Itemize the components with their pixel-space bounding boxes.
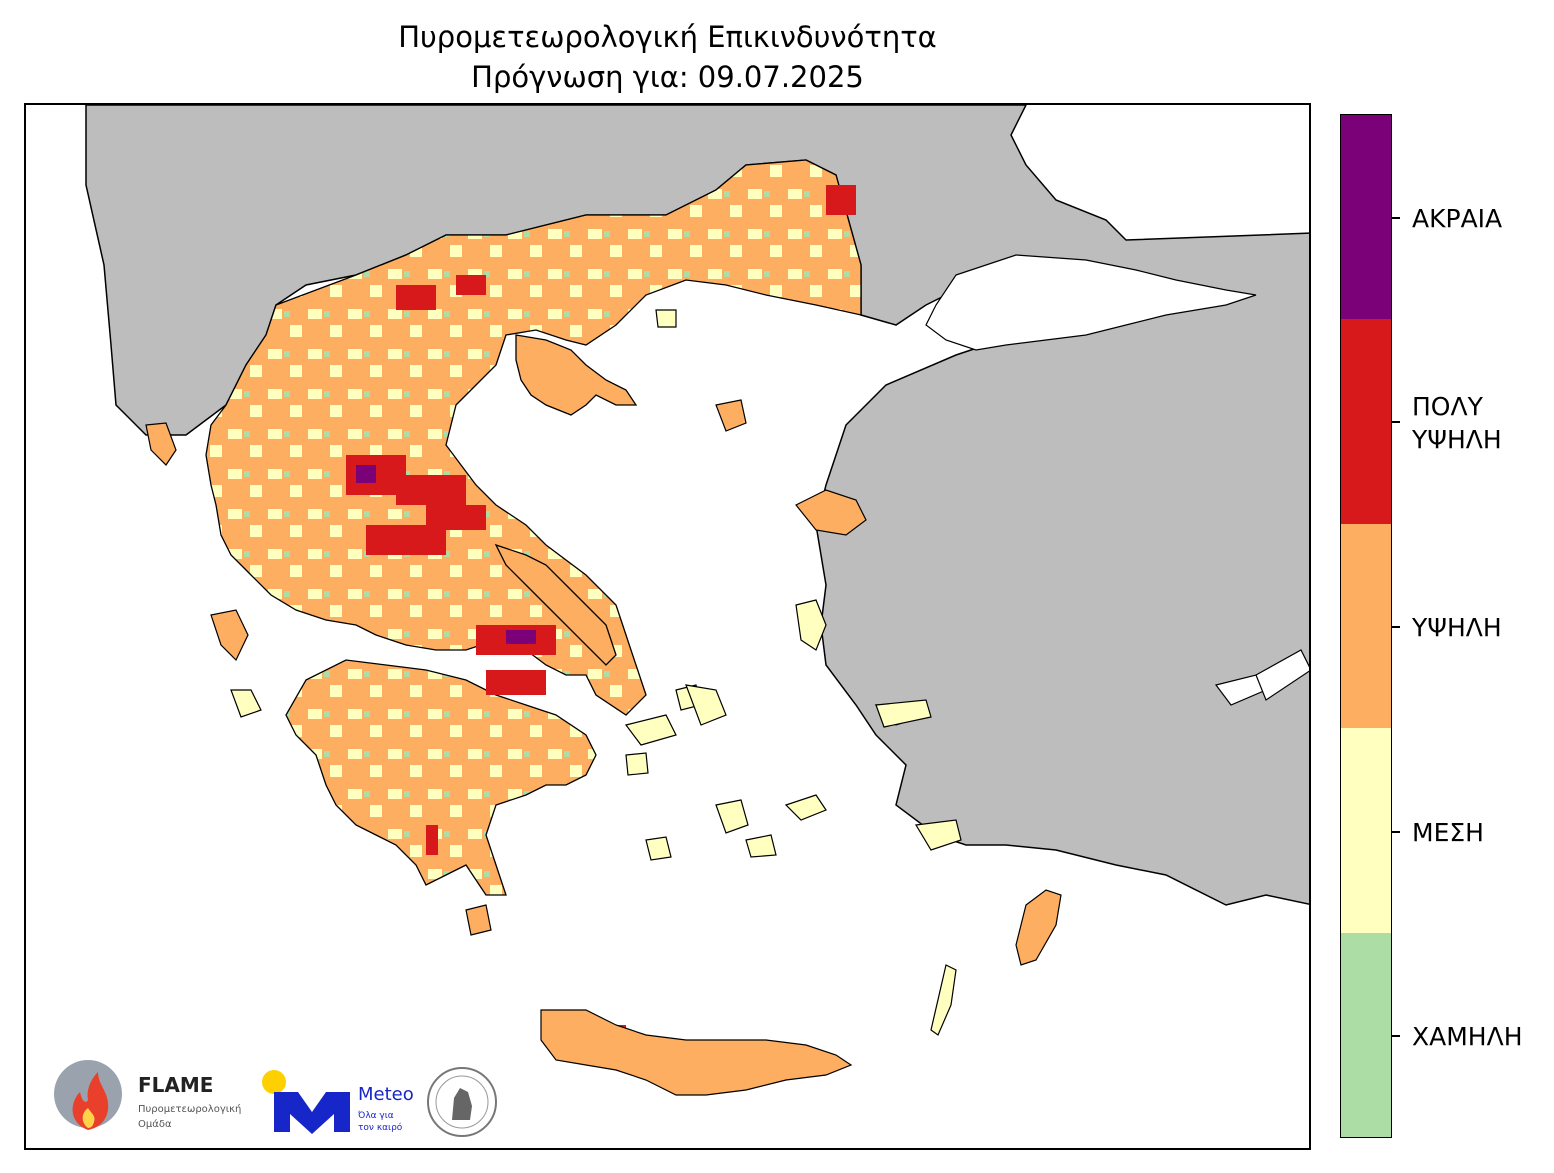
colorbar-segment-very-high [1341, 319, 1391, 524]
greece-mainland [205, 159, 862, 896]
colorbar-segment-high [1341, 523, 1391, 729]
colorbar-segment-extreme [1341, 115, 1391, 320]
sea-inlets [925, 254, 1309, 706]
map-subtitle-forecast-date: Πρόγνωση για: 09.07.2025 [471, 60, 864, 94]
map-area [24, 103, 1311, 1150]
flame-logo-sub1: Πυρομετεωρολογική [138, 1103, 241, 1115]
partner-logos: FLAME Πυρομετεωρολογική Ομάδα Meteo Όλα … [50, 1052, 520, 1142]
legend-label-very-high-line1: ΠΟΛΥ [1412, 392, 1483, 421]
meteo-logo-icon [262, 1070, 350, 1134]
colorbar-tick [1392, 626, 1400, 628]
meteo-logo-sub2: τον καιρό [358, 1122, 403, 1133]
flame-logo-sub2: Ομάδα [138, 1118, 172, 1130]
flame-logo-icon [54, 1060, 122, 1130]
meteo-logo-sub1: Όλα για [357, 1110, 394, 1121]
legend-label-low: ΧΑΜΗΛΗ [1412, 1022, 1523, 1051]
legend-label-very-high-line2: ΥΨΗΛΗ [1412, 425, 1502, 454]
colorbar-tick [1392, 1035, 1400, 1037]
colorbar-segment-medium [1341, 728, 1391, 933]
colorbar-segment-low [1341, 932, 1391, 1138]
map-title: Πυρομετεωρολογική Επικινδυνότητα [398, 20, 937, 54]
legend-label-high: ΥΨΗΛΗ [1412, 613, 1502, 642]
colorbar-tick [1392, 217, 1400, 219]
colorbar-tick [1392, 421, 1400, 423]
risk-colorbar [1340, 114, 1392, 1138]
colorbar-tick [1392, 831, 1400, 833]
observatory-seal-icon [427, 1067, 497, 1137]
islands [145, 309, 1062, 1096]
meteo-logo-title: Meteo [358, 1084, 414, 1105]
legend-label-extreme: ΑΚΡΑΙΑ [1412, 204, 1503, 233]
flame-logo-title: FLAME [138, 1073, 213, 1097]
greece-fire-risk-map [85, 105, 1309, 1096]
legend-label-medium: ΜΕΣΗ [1412, 818, 1484, 847]
